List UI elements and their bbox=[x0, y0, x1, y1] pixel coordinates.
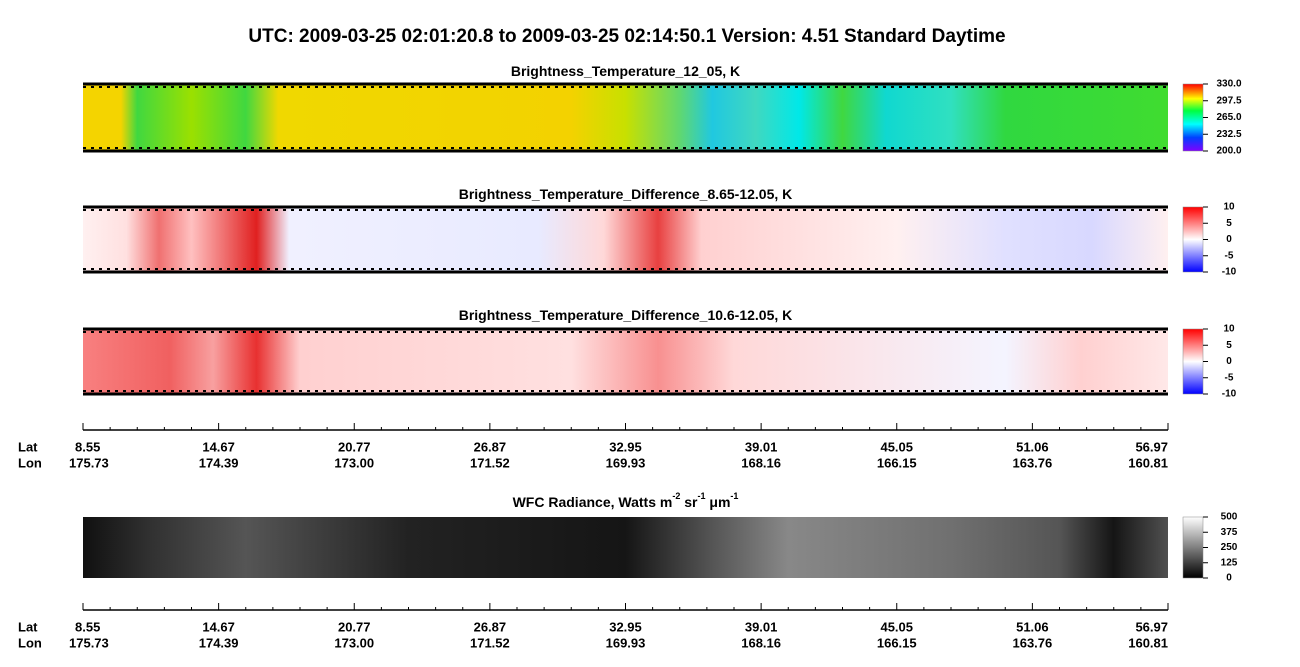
panel-title: Brightness_Temperature_Difference_8.65-1… bbox=[459, 186, 793, 202]
lat-label: 32.95 bbox=[609, 619, 642, 634]
image-strip bbox=[83, 329, 1168, 394]
lat-label: 45.05 bbox=[880, 439, 913, 454]
lon-label: 160.81 bbox=[1128, 455, 1168, 470]
panel-title: Brightness_Temperature_12_05, K bbox=[511, 63, 740, 79]
lat-label: 8.55 bbox=[75, 439, 100, 454]
lon-axis-label: Lon bbox=[18, 455, 42, 470]
lon-label: 173.00 bbox=[334, 635, 374, 650]
lat-label: 8.55 bbox=[75, 619, 100, 634]
colorbar-tick-label: 0 bbox=[1226, 234, 1232, 245]
lat-label: 20.77 bbox=[338, 439, 371, 454]
colorbar-tick-label: 10 bbox=[1223, 324, 1235, 335]
lon-label: 171.52 bbox=[470, 635, 510, 650]
lon-label: 166.15 bbox=[877, 455, 917, 470]
colorbar bbox=[1182, 206, 1204, 273]
lon-label: 171.52 bbox=[470, 455, 510, 470]
lat-label: 51.06 bbox=[1016, 439, 1049, 454]
colorbar-tick-label: -10 bbox=[1222, 389, 1237, 400]
colorbar-tick-label: 500 bbox=[1221, 512, 1238, 523]
panel-title: WFC Radiance, Watts m-2 sr-1 μm-1 bbox=[513, 491, 739, 509]
colorbar-tick-label: 200.0 bbox=[1216, 146, 1241, 157]
lon-label: 166.15 bbox=[877, 635, 917, 650]
title-part: Brightness_Temperature_Difference_8.65-1… bbox=[459, 186, 793, 202]
title-superscript: -1 bbox=[730, 491, 738, 501]
colorbar-tick-label: 10 bbox=[1223, 202, 1235, 213]
image-strip bbox=[83, 517, 1168, 578]
lon-label: 175.73 bbox=[69, 455, 109, 470]
lat-label: 26.87 bbox=[474, 619, 507, 634]
title-superscript: -2 bbox=[672, 491, 680, 501]
colorbar-tick-label: 5 bbox=[1226, 218, 1232, 229]
colorbar-tick-label: -5 bbox=[1225, 250, 1234, 261]
title-part: Brightness_Temperature_12_05, K bbox=[511, 63, 740, 79]
image-strip bbox=[83, 207, 1168, 272]
lat-label: 45.05 bbox=[880, 619, 913, 634]
colorbar-tick-label: 0 bbox=[1226, 573, 1232, 584]
lon-label: 173.00 bbox=[334, 455, 374, 470]
panel-title: Brightness_Temperature_Difference_10.6-1… bbox=[459, 307, 793, 323]
colorbar-tick-label: -10 bbox=[1222, 267, 1237, 278]
lon-label: 174.39 bbox=[199, 455, 239, 470]
lat-label: 56.97 bbox=[1135, 439, 1168, 454]
lon-axis-label: Lon bbox=[18, 635, 42, 650]
lon-label: 169.93 bbox=[606, 455, 646, 470]
colorbar-tick-label: 232.5 bbox=[1216, 129, 1241, 140]
lat-label: 39.01 bbox=[745, 619, 778, 634]
lon-label: 175.73 bbox=[69, 635, 109, 650]
lat-label: 14.67 bbox=[202, 619, 235, 634]
main-title: UTC: 2009-03-25 02:01:20.8 to 2009-03-25… bbox=[248, 26, 1005, 47]
title-part: WFC Radiance, Watts m bbox=[513, 494, 673, 510]
lon-label: 174.39 bbox=[199, 635, 239, 650]
lat-label: 14.67 bbox=[202, 439, 235, 454]
lon-label: 168.16 bbox=[741, 455, 781, 470]
colorbar-tick-label: -5 bbox=[1225, 372, 1234, 383]
colorbar bbox=[1182, 516, 1204, 579]
title-superscript: -1 bbox=[697, 491, 705, 501]
colorbar bbox=[1182, 83, 1204, 152]
lat-label: 20.77 bbox=[338, 619, 371, 634]
lon-label: 169.93 bbox=[606, 635, 646, 650]
colorbar-tick-label: 375 bbox=[1221, 527, 1238, 538]
lat-axis-label: Lat bbox=[18, 619, 38, 634]
colorbar-tick-label: 5 bbox=[1226, 340, 1232, 351]
colorbar-tick-label: 330.0 bbox=[1216, 79, 1241, 90]
lon-label: 160.81 bbox=[1128, 635, 1168, 650]
lon-label: 168.16 bbox=[741, 635, 781, 650]
colorbar-tick-label: 125 bbox=[1221, 557, 1238, 568]
lat-axis-label: Lat bbox=[18, 439, 38, 454]
lon-label: 163.76 bbox=[1012, 455, 1052, 470]
title-part: Brightness_Temperature_Difference_10.6-1… bbox=[459, 307, 793, 323]
image-strip bbox=[83, 84, 1168, 151]
colorbar-tick-label: 297.5 bbox=[1216, 95, 1241, 106]
title-part: sr bbox=[680, 494, 698, 510]
lat-label: 32.95 bbox=[609, 439, 642, 454]
colorbar-tick-label: 250 bbox=[1221, 542, 1238, 553]
colorbar bbox=[1182, 328, 1204, 395]
lat-label: 26.87 bbox=[474, 439, 507, 454]
lat-label: 56.97 bbox=[1135, 619, 1168, 634]
colorbar-tick-label: 265.0 bbox=[1216, 112, 1241, 123]
title-part: μm bbox=[705, 494, 730, 510]
lat-label: 51.06 bbox=[1016, 619, 1049, 634]
colorbar-tick-label: 0 bbox=[1226, 356, 1232, 367]
lon-label: 163.76 bbox=[1012, 635, 1052, 650]
lat-label: 39.01 bbox=[745, 439, 778, 454]
